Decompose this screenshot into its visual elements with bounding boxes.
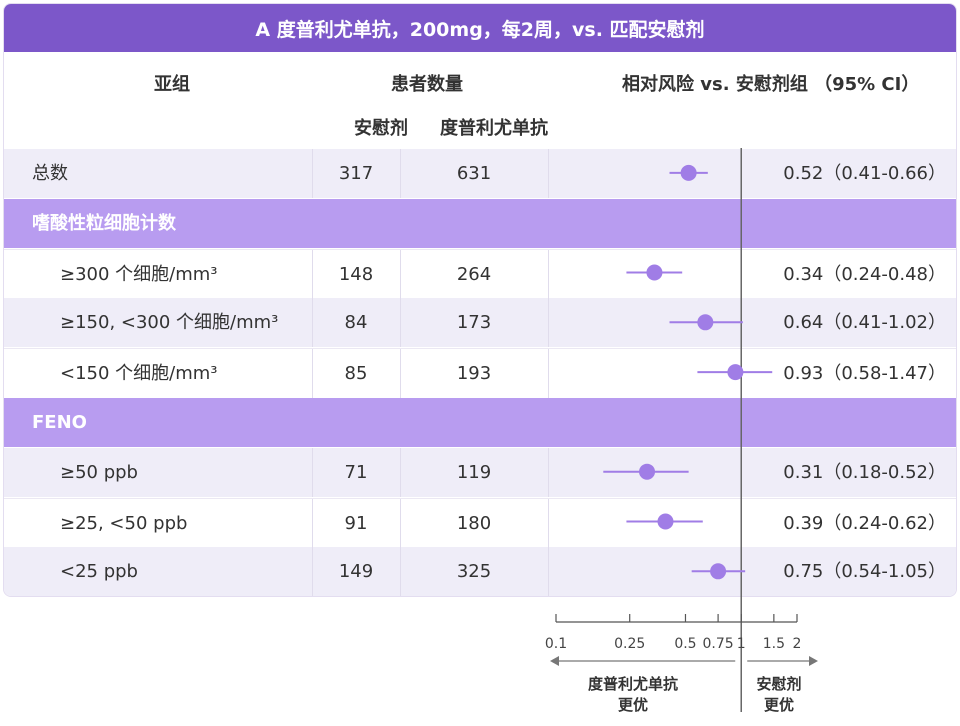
right-arrow-label: 安慰剂 — [756, 675, 801, 693]
category-label: 嗜酸性粒细胞计数 — [32, 212, 176, 234]
dupilumab-count: 173 — [456, 312, 492, 334]
header-dupilumab: 度普利尤单抗 — [440, 118, 548, 139]
x-tick-label: 1 — [737, 636, 746, 652]
subgroup-label: <25 ppb — [60, 561, 138, 583]
category-label: FENO — [32, 412, 87, 433]
column-divider — [312, 149, 313, 198]
ci-value: 0.64（0.41-1.02） — [783, 312, 946, 334]
x-tick-label: 0.1 — [545, 636, 567, 652]
column-divider — [312, 447, 313, 497]
x-tick-label: 0.5 — [674, 636, 696, 652]
column-divider — [548, 249, 549, 299]
placebo-count: 317 — [338, 163, 374, 184]
subgroup-label: ≥300 个细胞/mm³ — [60, 263, 218, 285]
column-divider — [400, 298, 401, 348]
category-row: 嗜酸性粒细胞计数 — [4, 198, 956, 248]
column-divider — [312, 349, 313, 399]
table-row: ≥150, <300 个细胞/mm³ 84 173 0.64（0.41-1.02） — [4, 298, 956, 348]
placebo-count: 91 — [344, 512, 368, 534]
column-divider — [400, 447, 401, 497]
column-divider — [548, 298, 549, 348]
left-arrow-head — [550, 656, 559, 666]
column-divider — [548, 547, 549, 596]
column-divider — [400, 498, 401, 548]
ci-value: 0.75（0.54-1.05） — [783, 561, 946, 583]
table-row: 总数 317 631 0.52（0.41-0.66） — [4, 149, 956, 198]
placebo-count: 85 — [344, 363, 368, 385]
chart-title: A 度普利尤单抗，200mg，每2周，vs. 匹配安慰剂 — [4, 4, 956, 52]
dupilumab-count: 193 — [456, 363, 492, 385]
ci-value: 0.39（0.24-0.62） — [783, 512, 946, 534]
header-relative-risk: 相对风险 vs. 安慰剂组 （95% CI） — [622, 74, 920, 95]
dupilumab-count: 631 — [456, 163, 492, 184]
dupilumab-count: 180 — [456, 512, 492, 534]
column-divider — [312, 498, 313, 548]
table-row: ≥300 个细胞/mm³ 148 264 0.34（0.24-0.48） — [4, 248, 956, 299]
table-row: ≥50 ppb 71 119 0.31（0.18-0.52） — [4, 447, 956, 497]
right-arrow-head — [809, 656, 818, 666]
right-arrow-label: 更优 — [764, 696, 794, 714]
dupilumab-count: 325 — [456, 561, 492, 583]
dupilumab-count: 264 — [456, 263, 492, 285]
column-divider — [548, 498, 549, 548]
column-divider — [312, 249, 313, 299]
column-divider — [400, 547, 401, 596]
column-divider — [312, 298, 313, 348]
column-divider — [548, 447, 549, 497]
column-divider — [312, 547, 313, 596]
table-row: <25 ppb 149 325 0.75（0.54-1.05） — [4, 547, 956, 596]
forest-plot-card: A 度普利尤单抗，200mg，每2周，vs. 匹配安慰剂 亚组 患者数量 安慰剂… — [3, 3, 957, 597]
subgroup-label: ≥150, <300 个细胞/mm³ — [60, 312, 279, 334]
x-tick-label: 2 — [793, 636, 802, 652]
header-subgroup: 亚组 — [154, 74, 190, 95]
subgroup-label: ≥50 ppb — [60, 461, 138, 483]
placebo-count: 149 — [338, 561, 374, 583]
subgroup-label: <150 个细胞/mm³ — [60, 363, 218, 385]
column-divider — [400, 149, 401, 198]
left-arrow-label: 更优 — [618, 696, 648, 714]
placebo-count: 84 — [344, 312, 368, 334]
x-tick-label: 0.75 — [703, 636, 734, 652]
ci-value: 0.31（0.18-0.52） — [783, 461, 946, 483]
column-divider — [548, 149, 549, 198]
ci-value: 0.34（0.24-0.48） — [783, 263, 946, 285]
header-patient-count: 患者数量 — [391, 74, 463, 95]
ci-value: 0.52（0.41-0.66） — [783, 163, 946, 184]
subgroup-label: ≥25, <50 ppb — [60, 512, 188, 534]
table-row: ≥25, <50 ppb 91 180 0.39（0.24-0.62） — [4, 497, 956, 548]
table-row: <150 个细胞/mm³ 85 193 0.93（0.58-1.47） — [4, 348, 956, 399]
placebo-count: 71 — [344, 461, 368, 483]
header-placebo: 安慰剂 — [354, 118, 408, 139]
ci-value: 0.93（0.58-1.47） — [783, 363, 946, 385]
dupilumab-count: 119 — [456, 461, 492, 483]
subgroup-label: 总数 — [32, 163, 68, 184]
left-arrow-label: 度普利尤单抗 — [588, 675, 678, 693]
x-tick-label: 0.25 — [614, 636, 645, 652]
column-divider — [400, 349, 401, 399]
column-divider — [548, 349, 549, 399]
category-row: FENO — [4, 398, 956, 447]
column-divider — [400, 249, 401, 299]
placebo-count: 148 — [338, 263, 374, 285]
x-tick-label: 1.5 — [763, 636, 785, 652]
